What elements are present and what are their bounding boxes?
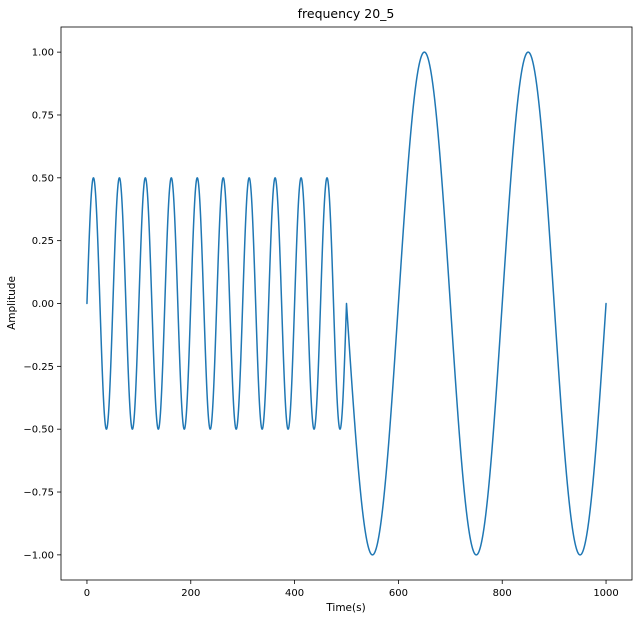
y-tick-label: −1.00 [23, 550, 54, 561]
y-tick-label: 0.50 [32, 173, 54, 184]
y-tick-label: 0.25 [32, 236, 54, 247]
y-tick-label: −0.75 [23, 488, 54, 499]
series-layer [86, 51, 607, 556]
x-tick-label: 600 [389, 588, 408, 599]
chart-title: frequency 20_5 [298, 6, 395, 21]
y-axis: 1.00 0.75 0.50 0.25 0.00 −0.25 −0.50 −0.75 −1.00 [23, 48, 61, 561]
x-tick-label: 0 [84, 588, 90, 599]
y-tick-label: −0.50 [23, 425, 54, 436]
y-tick-label: 0.00 [32, 299, 54, 310]
x-tick-label: 1000 [593, 588, 618, 599]
x-tick-label: 800 [493, 588, 512, 599]
y-tick-label: −0.25 [23, 362, 54, 373]
y-tick-label: 1.00 [32, 48, 54, 59]
y-tick-label: 0.75 [32, 110, 54, 121]
x-axis-label: Time(s) [325, 602, 365, 614]
series-line [86, 51, 607, 556]
x-tick-label: 400 [285, 588, 304, 599]
x-axis: 0 200 400 600 800 1000 [84, 580, 619, 599]
x-tick-label: 200 [181, 588, 200, 599]
y-axis-label: Amplitude [6, 276, 18, 330]
